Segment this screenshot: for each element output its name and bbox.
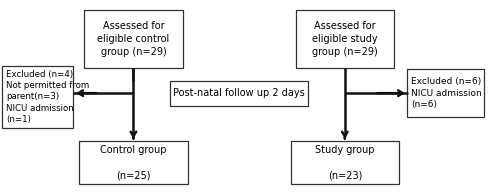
- Text: Control group

(n=25): Control group (n=25): [100, 145, 166, 180]
- Text: Post-natal follow up 2 days: Post-natal follow up 2 days: [173, 88, 305, 98]
- FancyBboxPatch shape: [170, 81, 308, 106]
- Text: Assessed for
eligible study
group (n=29): Assessed for eligible study group (n=29): [312, 21, 378, 57]
- FancyBboxPatch shape: [290, 141, 399, 184]
- Text: Study group

(n=23): Study group (n=23): [315, 145, 374, 180]
- FancyBboxPatch shape: [80, 141, 188, 184]
- FancyBboxPatch shape: [2, 66, 73, 128]
- Text: Excluded (n=4)
Not permitted from
parent(n=3)
NICU admission
(n=1): Excluded (n=4) Not permitted from parent…: [6, 70, 89, 124]
- FancyBboxPatch shape: [408, 69, 484, 117]
- FancyBboxPatch shape: [84, 10, 182, 68]
- FancyBboxPatch shape: [296, 10, 394, 68]
- Text: Excluded (n=6)
NICU admission
(n=6): Excluded (n=6) NICU admission (n=6): [412, 77, 482, 109]
- Text: Assessed for
eligible control
group (n=29): Assessed for eligible control group (n=2…: [98, 21, 170, 57]
